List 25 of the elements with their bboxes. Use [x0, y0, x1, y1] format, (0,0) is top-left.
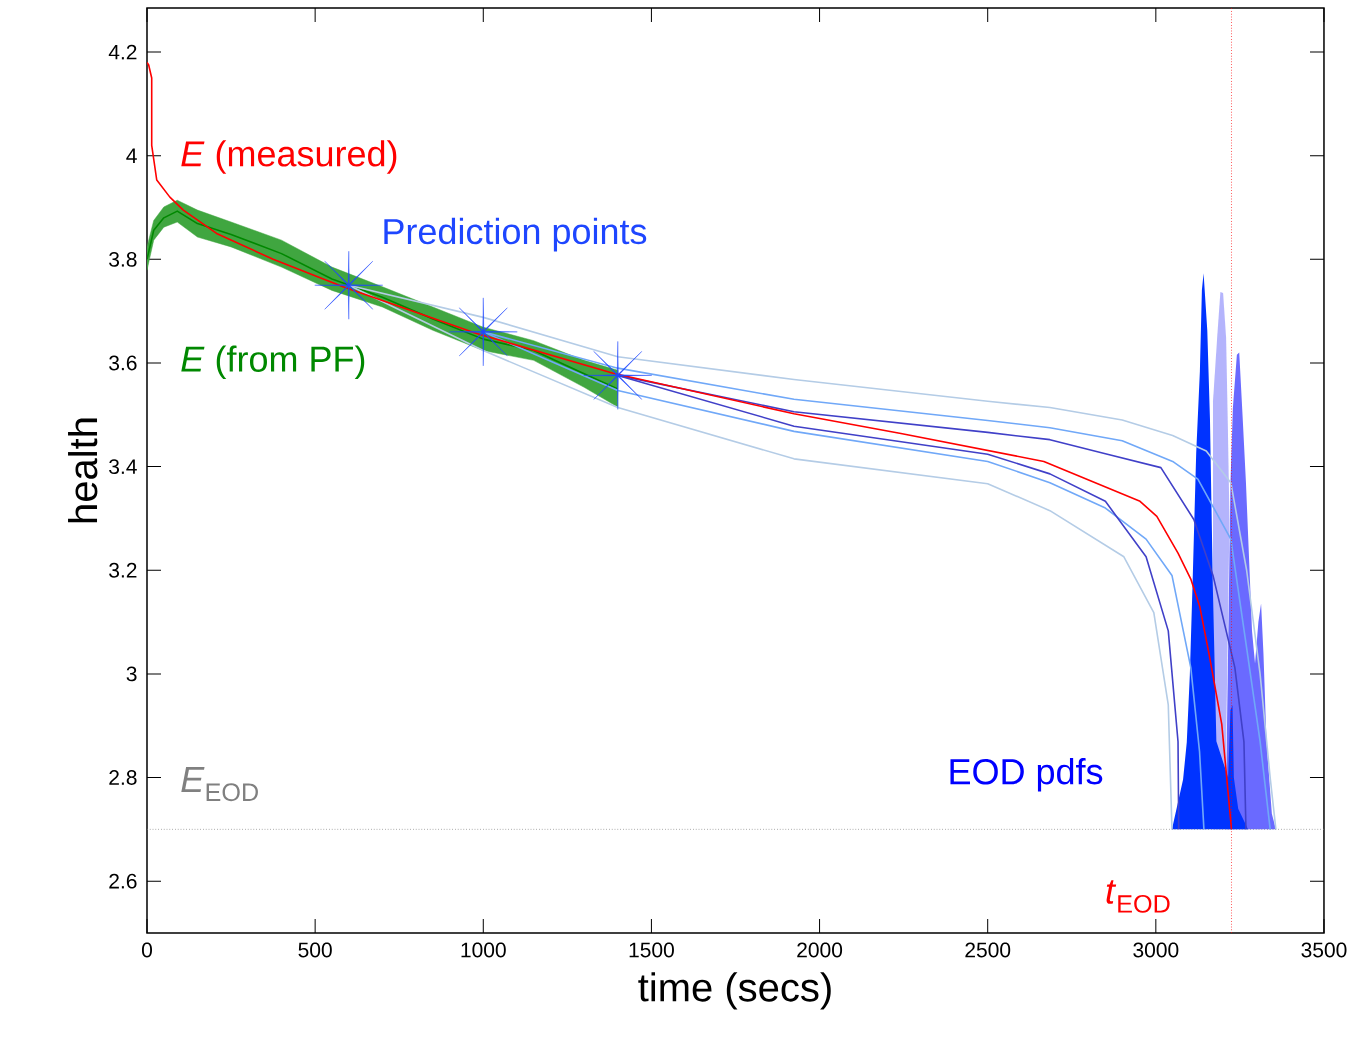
x-tick-label: 2500	[965, 942, 1011, 958]
y-tick-label: 4.2	[108, 44, 137, 60]
y-tick-label: 3.6	[109, 355, 137, 371]
series-label: E (from PF)	[181, 345, 365, 380]
x-tick-label: 1500	[629, 942, 674, 958]
y-tick-label: 2.8	[109, 770, 137, 785]
x-axis-title: time (secs)	[638, 972, 831, 1010]
series-label: E (measured)	[181, 140, 397, 174]
y-tick-label: 3	[126, 666, 137, 682]
x-tick-label: 2000	[797, 942, 843, 958]
series-label: Prediction points	[384, 217, 647, 252]
x-tick-label: 1000	[461, 942, 506, 958]
y-axis-title: health	[68, 418, 98, 523]
y-tick-label: 2.6	[109, 873, 137, 889]
y-tick-label: 3.4	[109, 459, 137, 475]
y-tick-label: 3.2	[109, 562, 137, 578]
x-tick-label: 3500	[1301, 942, 1347, 958]
x-tick-label: 0	[141, 942, 153, 958]
x-tick-label: 3000	[1133, 942, 1179, 958]
ref-line-label: t$_{EOD}$	[1106, 880, 1170, 913]
x-tick-label: 500	[298, 942, 332, 958]
y-tick-label: 3.8	[109, 251, 137, 267]
y-tick-label: 4	[126, 148, 137, 163]
annotation: EOD pdfs	[950, 758, 1103, 792]
ref-line-label: E$_{EOD}$	[181, 767, 258, 802]
